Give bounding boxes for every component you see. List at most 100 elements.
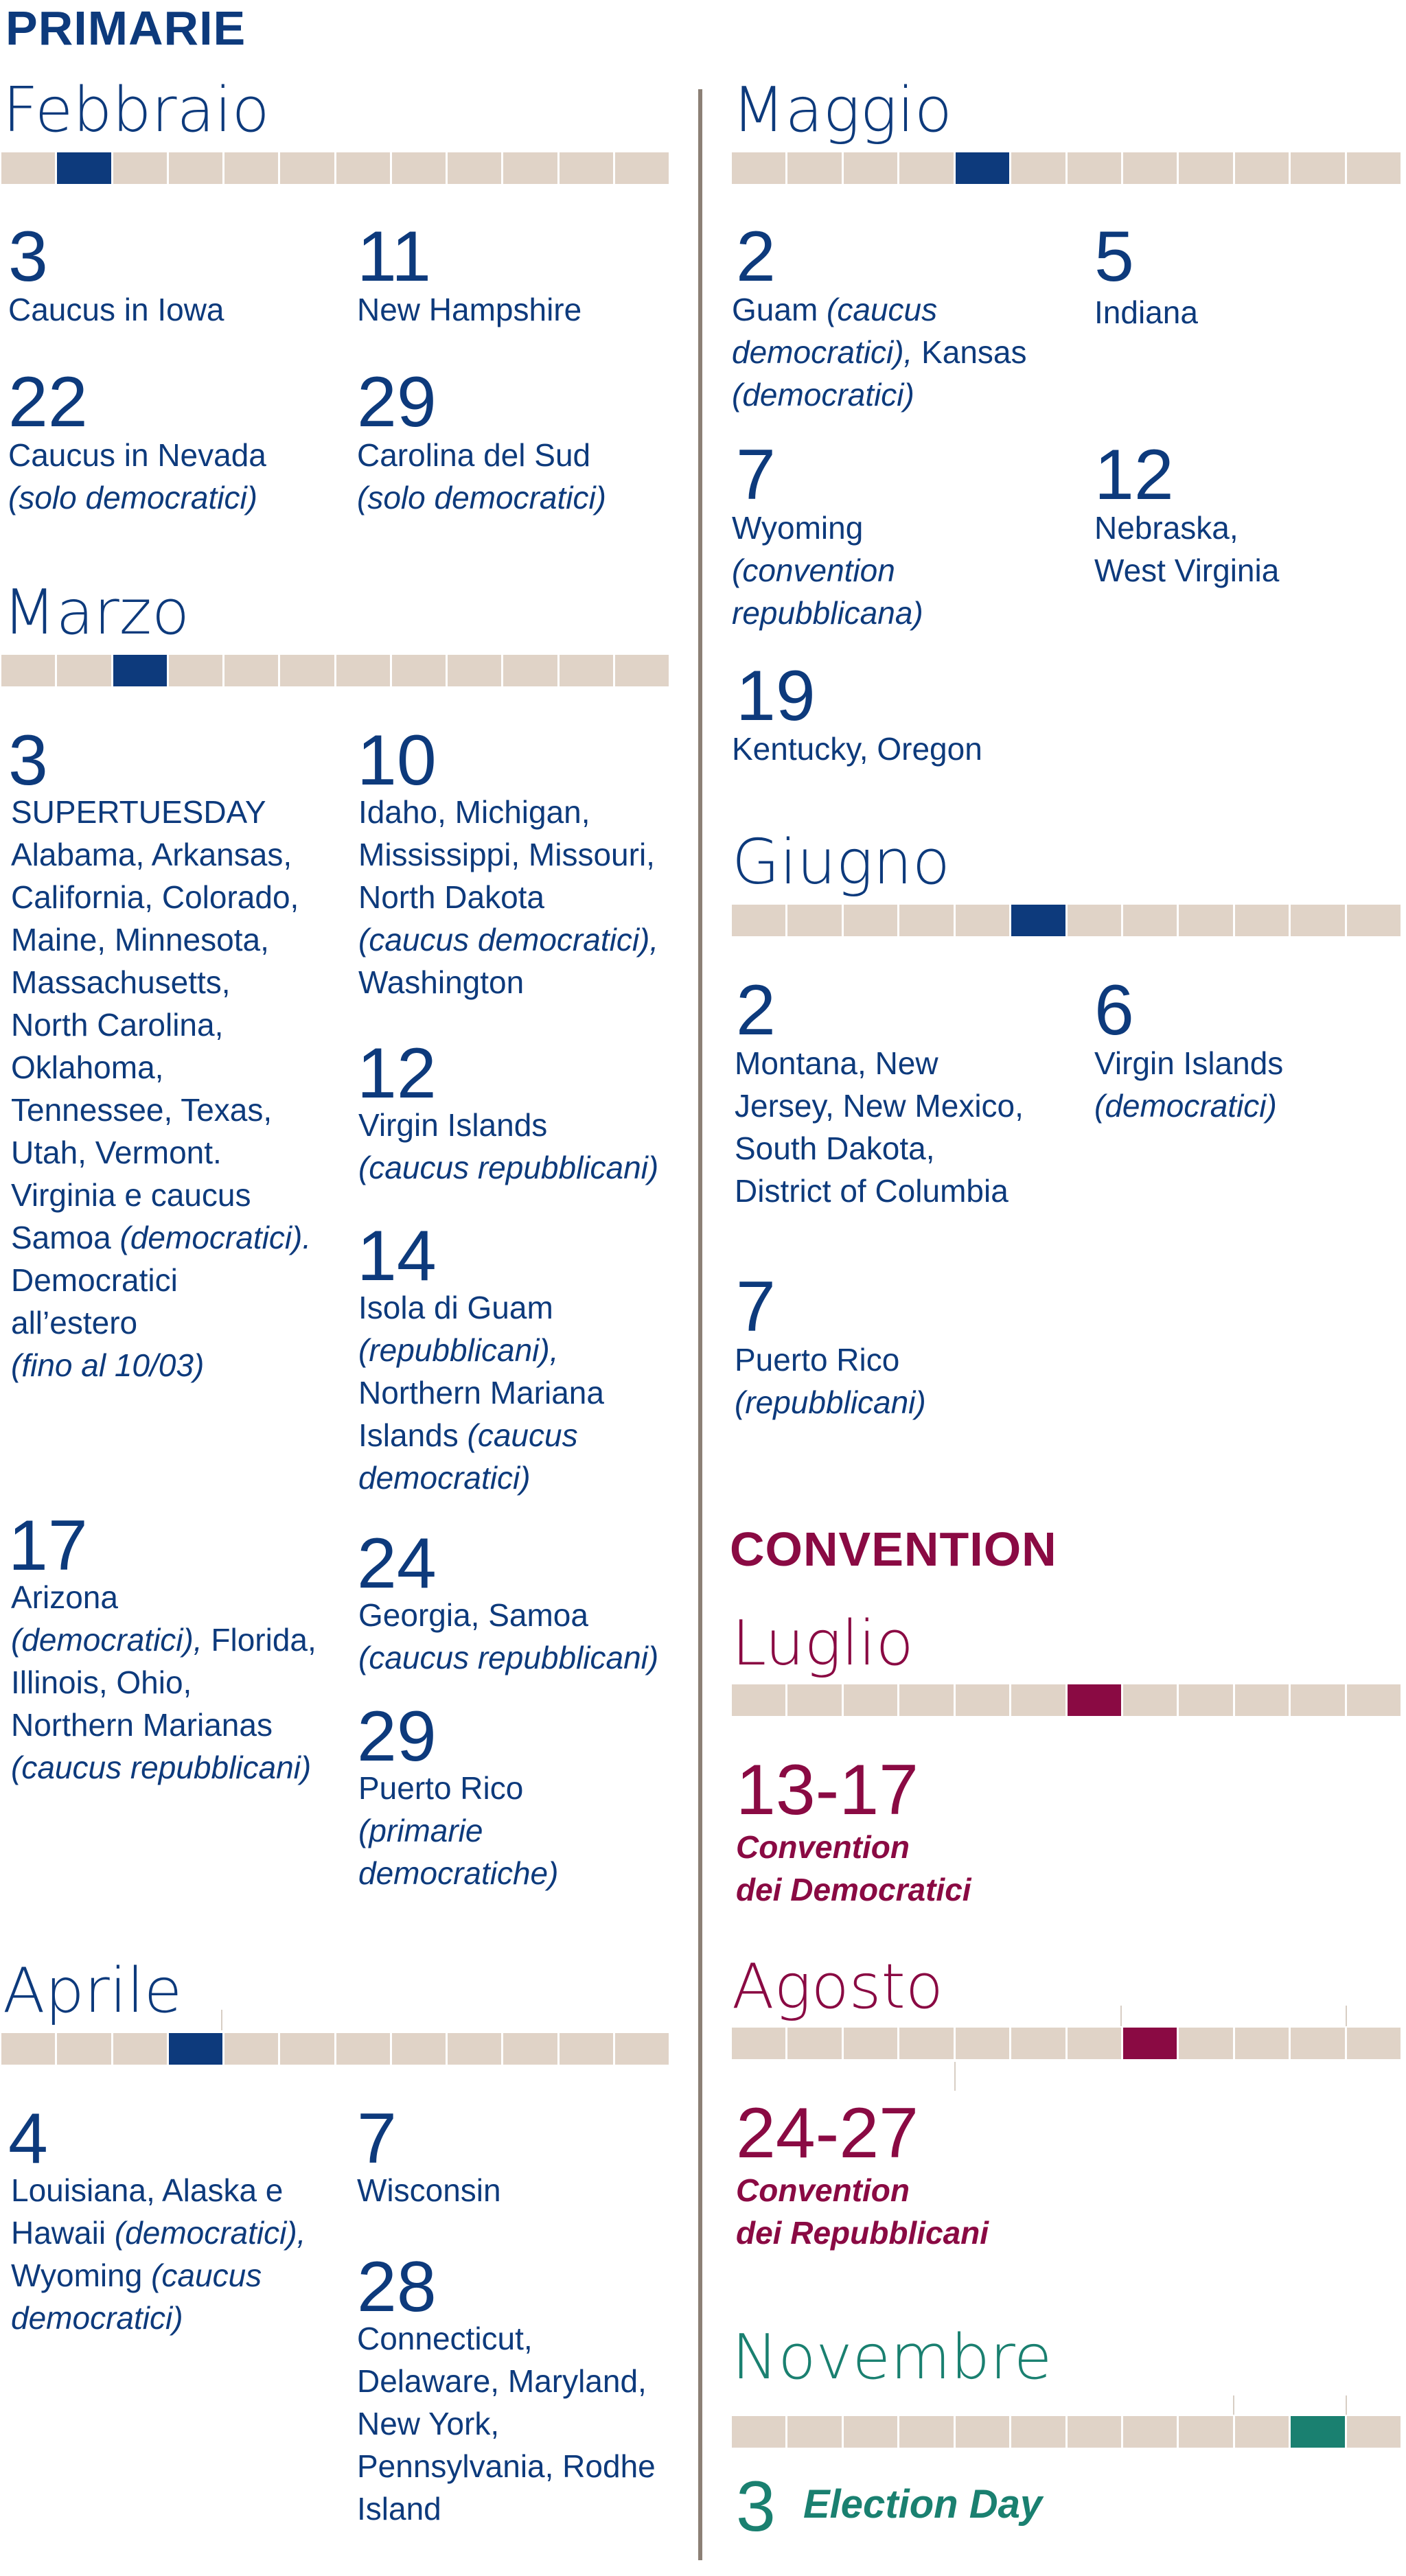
timeline-segment bbox=[955, 2028, 1012, 2059]
timeline-segment bbox=[1346, 1684, 1401, 1716]
bar-tick bbox=[221, 2010, 222, 2030]
event-description: Carolina del Sud (solo democratici) bbox=[357, 437, 606, 515]
timeline-segment bbox=[1, 152, 58, 184]
event-day: 14 bbox=[357, 1216, 437, 1296]
bar-tick bbox=[954, 2062, 956, 2091]
event-day: 3 bbox=[8, 217, 48, 297]
event-day: 7 bbox=[736, 435, 776, 515]
timeline-segment bbox=[1346, 152, 1401, 184]
timeline-bar-febbraio bbox=[1, 152, 669, 184]
event-day: 2 bbox=[736, 971, 776, 1050]
event-description: Puerto Rico (repubblicani) bbox=[735, 1342, 926, 1420]
timeline-segment bbox=[113, 2033, 169, 2065]
timeline-segment bbox=[1179, 2416, 1235, 2448]
timeline-segment bbox=[1067, 905, 1123, 936]
timeline-segment bbox=[1011, 1684, 1068, 1716]
event-description: Wyoming (convention repubblicana) bbox=[732, 510, 923, 631]
month-marzo: Marzo bbox=[3, 577, 190, 649]
timeline-segment bbox=[168, 655, 224, 686]
event-description: Idaho, Michigan, Mississippi, Missouri, … bbox=[358, 794, 659, 1000]
timeline-segment bbox=[448, 152, 504, 184]
event-day: 28 bbox=[357, 2247, 437, 2327]
event-description: Caucus in Nevada (solo democratici) bbox=[8, 437, 266, 515]
event-day: 5 bbox=[1094, 217, 1134, 297]
timeline-segment-active bbox=[1291, 2416, 1347, 2448]
timeline-segment bbox=[899, 1684, 956, 1716]
timeline-segment bbox=[732, 2416, 788, 2448]
timeline-bar-maggio bbox=[732, 152, 1401, 184]
timeline-segment bbox=[503, 152, 560, 184]
timeline-segment bbox=[899, 2028, 956, 2059]
timeline-segment bbox=[843, 2028, 900, 2059]
timeline-segment bbox=[1291, 1684, 1347, 1716]
timeline-segment bbox=[843, 905, 900, 936]
timeline-bar-novembre bbox=[732, 2416, 1401, 2448]
timeline-segment bbox=[1122, 905, 1179, 936]
month-maggio: Maggio bbox=[732, 74, 952, 146]
event-description: Louisiana, Alaska e Hawaii (democratici)… bbox=[11, 2172, 306, 2336]
event-description: Montana, New Jersey, New Mexico, South D… bbox=[735, 1045, 1024, 1209]
event-description: Connecticut, Delaware, Maryland, New Yor… bbox=[357, 2321, 656, 2527]
timeline-segment bbox=[280, 152, 336, 184]
timeline-segment bbox=[1122, 152, 1179, 184]
timeline-segment bbox=[1291, 905, 1347, 936]
timeline-segment bbox=[336, 152, 392, 184]
timeline-segment bbox=[732, 2028, 788, 2059]
timeline-segment bbox=[1291, 2028, 1347, 2059]
timeline-segment bbox=[843, 2416, 900, 2448]
timeline-segment bbox=[1234, 152, 1291, 184]
timeline-segment bbox=[1179, 2028, 1235, 2059]
timeline-segment bbox=[1067, 152, 1123, 184]
event-day: 17 bbox=[8, 1506, 88, 1586]
timeline-segment-active bbox=[57, 152, 113, 184]
event-description: Puerto Rico (primarie democratiche) bbox=[358, 1770, 559, 1891]
timeline-segment bbox=[224, 655, 281, 686]
timeline-segment bbox=[787, 2416, 844, 2448]
event-description: Convention dei Repubblicani bbox=[736, 2172, 989, 2251]
event-day: 11 bbox=[357, 217, 431, 297]
timeline-segment bbox=[732, 905, 788, 936]
event-day: 3 bbox=[736, 2467, 776, 2546]
timeline-segment bbox=[280, 655, 336, 686]
timeline-segment bbox=[559, 2033, 615, 2065]
timeline-segment bbox=[559, 152, 615, 184]
primarie-title: PRIMARIE bbox=[5, 1, 246, 55]
convention-title: CONVENTION bbox=[730, 1522, 1057, 1576]
event-day: 13-17 bbox=[736, 1750, 919, 1830]
timeline-segment bbox=[1, 655, 58, 686]
timeline-segment bbox=[787, 152, 844, 184]
event-day: 24-27 bbox=[736, 2093, 919, 2173]
event-description: Isola di Guam (repubblicani), Northern M… bbox=[358, 1290, 604, 1496]
timeline-segment bbox=[1234, 1684, 1291, 1716]
bar-tick bbox=[1233, 2395, 1234, 2415]
event-description: SUPERTUESDAY Alabama, Arkansas, Californ… bbox=[11, 794, 312, 1383]
election-day-label: Election Day bbox=[803, 2482, 1043, 2527]
timeline-segment bbox=[448, 655, 504, 686]
event-day: 12 bbox=[357, 1034, 437, 1113]
timeline-bar-marzo bbox=[1, 655, 669, 686]
timeline-segment bbox=[559, 655, 615, 686]
timeline-segment bbox=[732, 152, 788, 184]
event-day: 24 bbox=[357, 1524, 437, 1603]
month-luglio: Luglio bbox=[732, 1608, 914, 1680]
timeline-segment bbox=[1346, 905, 1401, 936]
timeline-segment bbox=[955, 1684, 1012, 1716]
timeline-segment bbox=[57, 2033, 113, 2065]
timeline-segment bbox=[787, 2028, 844, 2059]
timeline-segment bbox=[113, 152, 169, 184]
month-giugno: Giugno bbox=[732, 826, 950, 898]
timeline-segment bbox=[391, 2033, 448, 2065]
timeline-segment bbox=[503, 2033, 560, 2065]
month-febbraio: Febbraio bbox=[3, 74, 270, 146]
event-description: Guam (caucus democratici), Kansas (democ… bbox=[732, 292, 1027, 413]
timeline-segment bbox=[336, 2033, 392, 2065]
timeline-segment bbox=[614, 2033, 669, 2065]
timeline-segment bbox=[732, 1684, 788, 1716]
timeline-segment bbox=[843, 152, 900, 184]
timeline-segment bbox=[1067, 2416, 1123, 2448]
timeline-segment bbox=[1011, 152, 1068, 184]
timeline-segment bbox=[391, 655, 448, 686]
column-divider bbox=[698, 89, 702, 2560]
event-day: 6 bbox=[1094, 971, 1134, 1050]
event-day: 10 bbox=[357, 721, 437, 800]
